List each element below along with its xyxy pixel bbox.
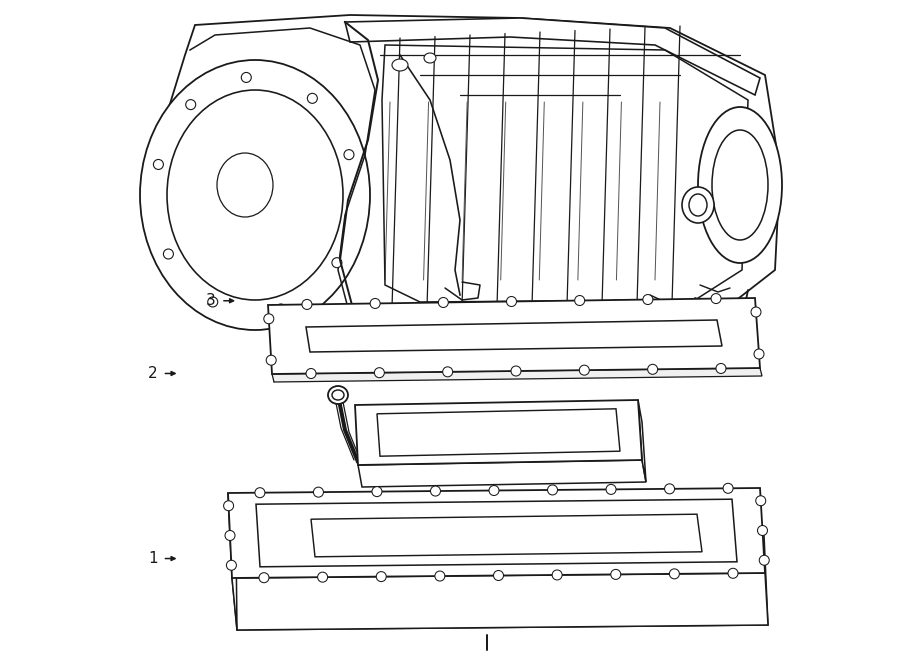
Ellipse shape: [153, 159, 164, 169]
Ellipse shape: [689, 194, 707, 216]
Ellipse shape: [223, 501, 234, 511]
Ellipse shape: [225, 531, 235, 541]
Ellipse shape: [227, 561, 237, 570]
Ellipse shape: [376, 572, 386, 582]
Text: 1: 1: [148, 551, 157, 566]
Ellipse shape: [264, 314, 274, 324]
Ellipse shape: [308, 93, 318, 103]
Ellipse shape: [493, 570, 503, 580]
Text: 2: 2: [148, 366, 157, 381]
Ellipse shape: [756, 496, 766, 506]
Ellipse shape: [241, 73, 251, 83]
Ellipse shape: [259, 572, 269, 583]
Ellipse shape: [217, 153, 273, 217]
Ellipse shape: [313, 487, 323, 497]
Ellipse shape: [758, 525, 768, 535]
Ellipse shape: [648, 364, 658, 374]
Ellipse shape: [276, 304, 286, 314]
Ellipse shape: [511, 366, 521, 376]
Ellipse shape: [302, 299, 312, 309]
Ellipse shape: [489, 485, 499, 496]
Polygon shape: [268, 298, 760, 374]
Ellipse shape: [430, 486, 440, 496]
Ellipse shape: [552, 570, 562, 580]
Ellipse shape: [664, 484, 675, 494]
Polygon shape: [228, 493, 237, 630]
Ellipse shape: [611, 569, 621, 580]
Ellipse shape: [754, 349, 764, 359]
Ellipse shape: [374, 368, 384, 377]
Polygon shape: [256, 499, 737, 566]
Polygon shape: [165, 15, 780, 318]
Polygon shape: [358, 460, 646, 487]
Ellipse shape: [332, 390, 344, 400]
Ellipse shape: [507, 297, 517, 307]
Ellipse shape: [185, 100, 195, 110]
Ellipse shape: [643, 295, 652, 305]
Ellipse shape: [306, 369, 316, 379]
Ellipse shape: [575, 295, 585, 305]
Ellipse shape: [266, 355, 276, 365]
Ellipse shape: [255, 488, 265, 498]
Ellipse shape: [716, 364, 726, 373]
Polygon shape: [272, 368, 762, 382]
Ellipse shape: [370, 299, 380, 309]
Ellipse shape: [723, 483, 734, 493]
Ellipse shape: [167, 90, 343, 300]
Ellipse shape: [711, 293, 721, 303]
Polygon shape: [638, 400, 646, 482]
Ellipse shape: [438, 297, 448, 307]
Ellipse shape: [372, 486, 382, 496]
Text: 3: 3: [206, 293, 216, 308]
Ellipse shape: [344, 149, 354, 160]
Ellipse shape: [760, 555, 770, 565]
Ellipse shape: [164, 249, 174, 259]
Polygon shape: [355, 400, 642, 465]
Ellipse shape: [328, 386, 348, 404]
Ellipse shape: [712, 130, 768, 240]
Polygon shape: [345, 18, 760, 95]
Ellipse shape: [318, 572, 328, 582]
Polygon shape: [232, 573, 768, 630]
Ellipse shape: [140, 60, 370, 330]
Polygon shape: [236, 535, 768, 630]
Polygon shape: [306, 320, 722, 352]
Ellipse shape: [547, 485, 557, 495]
Polygon shape: [228, 488, 765, 578]
Ellipse shape: [332, 258, 342, 268]
Ellipse shape: [682, 187, 714, 223]
Ellipse shape: [424, 53, 436, 63]
Ellipse shape: [392, 59, 408, 71]
Ellipse shape: [751, 307, 761, 317]
Ellipse shape: [580, 365, 590, 375]
Ellipse shape: [208, 297, 218, 307]
Ellipse shape: [443, 367, 453, 377]
Ellipse shape: [698, 107, 782, 263]
Ellipse shape: [728, 568, 738, 578]
Ellipse shape: [606, 485, 616, 494]
Ellipse shape: [435, 571, 445, 581]
Ellipse shape: [670, 569, 680, 579]
